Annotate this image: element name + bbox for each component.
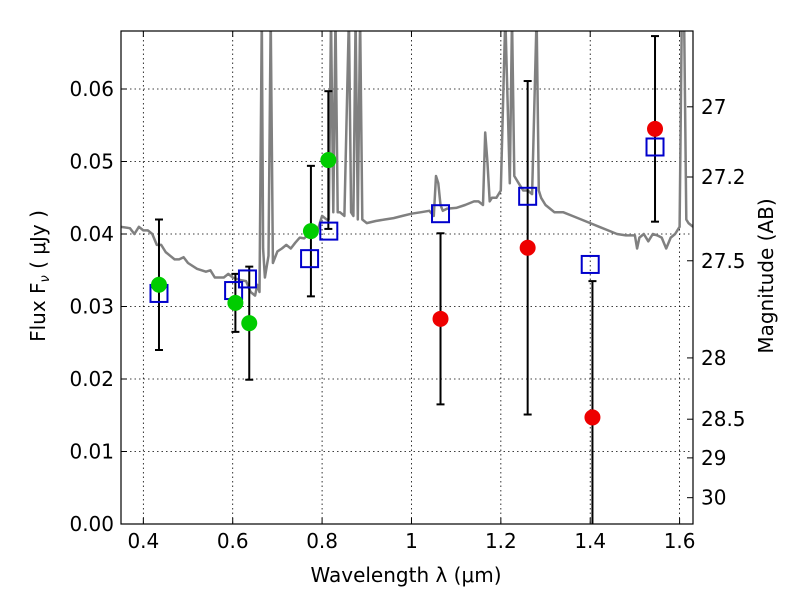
model-photometry-square-5	[431, 204, 451, 224]
model-photometry-square-7	[580, 254, 600, 274]
y-axis-label: Flux Fν ( μJy )	[26, 210, 53, 342]
ticks	[121, 31, 693, 525]
x-tick-label-3: 1	[405, 529, 418, 553]
errorbars	[154, 35, 660, 524]
magnitude-tick-label-0: 27	[701, 95, 726, 119]
model-photometry-square-3	[300, 249, 320, 269]
y-axis-label-main: Flux F	[26, 282, 50, 341]
y-tick-label-2: 0.02	[69, 367, 114, 391]
model-photometry-points	[149, 137, 665, 303]
observed-point-5	[432, 310, 449, 327]
plot-frame	[120, 30, 694, 525]
y-tick-label-6: 0.06	[69, 77, 114, 101]
magnitude-tick-label-5: 29	[701, 446, 726, 470]
x-tick-label-2: 0.8	[306, 529, 338, 553]
y-tick-label-3: 0.03	[69, 295, 114, 319]
magnitude-tick-labels: 27 27.2 27.5 28 28.5 29 30	[701, 95, 746, 510]
model-photometry-square-2	[237, 269, 257, 289]
observed-point-7	[584, 409, 601, 426]
observed-point-2	[241, 315, 258, 332]
model-photometry-square-4	[319, 221, 339, 241]
observed-point-4	[320, 152, 337, 169]
y-tick-label-5: 0.05	[69, 150, 114, 174]
observed-point-0	[150, 276, 167, 293]
x-axis-label: Wavelength λ (μm)	[310, 563, 501, 587]
magnitude-tick-label-6: 30	[701, 486, 726, 510]
y-axis-label-unit: ( μJy )	[26, 210, 50, 275]
observed-point-6	[519, 239, 536, 256]
observed-point-1	[227, 294, 244, 311]
model-photometry-square-6	[518, 186, 538, 206]
magnitude-tick-label-3: 28	[701, 346, 726, 370]
y2-axis-label: Magnitude (AB)	[754, 198, 778, 353]
magnitude-tick-label-2: 27.5	[701, 249, 746, 273]
observed-point-8	[647, 120, 664, 137]
x-tick-labels: 0.4 0.6 0.8 1 1.2 1.4 1.6	[127, 529, 695, 553]
x-tick-label-4: 1.2	[485, 529, 517, 553]
observed-points	[150, 120, 664, 426]
y-tick-label-1: 0.01	[69, 440, 114, 464]
observed-point-3	[302, 223, 319, 240]
x-tick-label-0: 0.4	[127, 529, 159, 553]
y-tick-label-0: 0.00	[69, 512, 114, 536]
x-tick-label-5: 1.4	[574, 529, 606, 553]
magnitude-tick-label-4: 28.5	[701, 407, 746, 431]
y-axis-label-sub: ν	[38, 275, 53, 282]
magnitude-tick-label-1: 27.2	[701, 165, 746, 189]
grid	[121, 31, 693, 525]
model-spectrum-line	[121, 31, 693, 297]
y-tick-label-4: 0.04	[69, 222, 114, 246]
y-tick-labels: 0.00 0.01 0.02 0.03 0.04 0.05 0.06	[69, 77, 114, 536]
x-tick-label-1: 0.6	[217, 529, 249, 553]
model-spectrum-group	[121, 31, 693, 297]
x-tick-label-6: 1.6	[664, 529, 696, 553]
model-photometry-square-8	[645, 137, 665, 157]
